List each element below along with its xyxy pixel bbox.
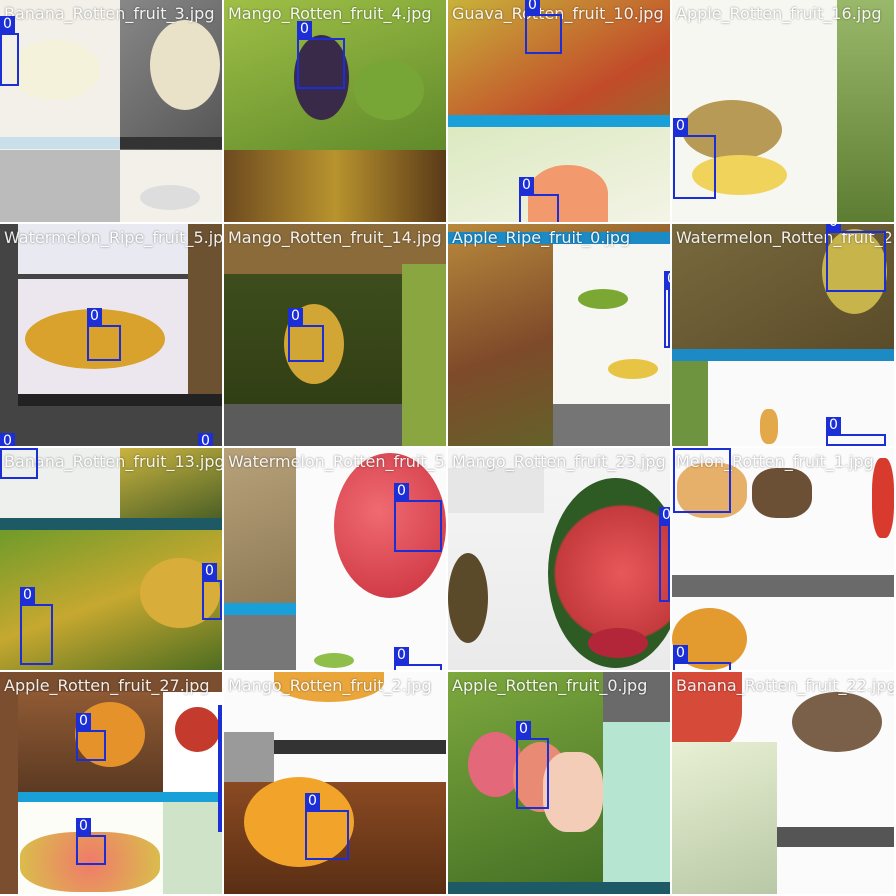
class-label: 0 (673, 645, 688, 662)
bounding-box: 0 (20, 587, 53, 665)
image-tile: Mango_Rotten_fruit_23.jpg 0 (448, 448, 670, 670)
bounding-box: 0 (519, 177, 559, 222)
image-tile: Watermelon_Rotten_fruit_5.jpg 0 0 (224, 448, 446, 670)
class-label: 0 (198, 433, 213, 446)
bounding-box: 0 (0, 16, 19, 86)
tile-filename: Mango_Rotten_fruit_14.jpg (228, 228, 442, 247)
class-label: 0 (305, 793, 320, 810)
image-tile: Watermelon_Ripe_fruit_5.jpg 0 0 0 (0, 224, 222, 446)
bounding-box: 0 (673, 448, 731, 513)
bounding-box: 0 (202, 563, 222, 620)
tile-filename: Watermelon_Ripe_fruit_5.jpg (4, 228, 222, 247)
tile-filename: Mango_Rotten_fruit_2.jpg (228, 676, 432, 695)
bounding-box: 0 (76, 818, 106, 865)
image-tile: Banana_Rotten_fruit_3.jpg 0 (0, 0, 222, 222)
class-label: 0 (664, 271, 670, 288)
bounding-box: 0 (305, 793, 349, 860)
image-tile: Apple_Ripe_fruit_0.jpg 0 (448, 224, 670, 446)
bounding-box: 0 (826, 224, 886, 292)
image-tile: Melon_Rotten_fruit_1.jpg 0 0 (672, 448, 894, 670)
image-tile: Mango_Rotten_fruit_14.jpg 0 (224, 224, 446, 446)
bounding-box: 0 (525, 0, 562, 54)
class-label: 0 (76, 713, 91, 730)
class-label: 0 (525, 0, 540, 14)
image-tile: Guava_Rotten_fruit_10.jpg 0 0 (448, 0, 670, 222)
class-label: 0 (0, 433, 15, 446)
tile-filename: Watermelon_Rotten_fruit_5.jpg (228, 452, 446, 471)
bounding-box: 0 (394, 483, 442, 552)
class-label: 0 (673, 118, 688, 135)
class-label: 0 (516, 721, 531, 738)
tile-filename: Banana_Rotten_fruit_22.jpg (676, 676, 894, 695)
class-label: 0 (20, 587, 35, 604)
tile-filename: Apple_Rotten_fruit_0.jpg (452, 676, 648, 695)
tile-filename: Apple_Ripe_fruit_0.jpg (452, 228, 631, 247)
class-label: 0 (0, 16, 15, 33)
image-tile: Apple_Rotten_fruit_27.jpg 0 0 0 (0, 672, 222, 894)
class-label: 0 (202, 563, 217, 580)
tile-filename: Apple_Rotten_fruit_27.jpg (4, 676, 210, 695)
image-tile: Mango_Rotten_fruit_4.jpg 0 (224, 0, 446, 222)
bounding-box: 0 (516, 721, 549, 809)
bounding-box: 0 (297, 21, 345, 89)
bounding-box: 0 (394, 647, 442, 670)
tile-filename: Banana_Rotten_fruit_3.jpg (4, 4, 215, 23)
tile-filename: Mango_Rotten_fruit_23.jpg (452, 452, 666, 471)
class-label: 0 (76, 818, 91, 835)
class-label: 0 (519, 177, 534, 194)
image-tile: Watermelon_Rotten_fruit_2.jpg 0 0 (672, 224, 894, 446)
class-label: 0 (297, 21, 312, 38)
tile-filename: Banana_Rotten_fruit_13.jpg (4, 452, 222, 471)
class-label: 0 (394, 483, 409, 500)
bounding-box: 0 (659, 507, 670, 602)
image-tile: Apple_Rotten_fruit_0.jpg 0 (448, 672, 670, 894)
class-label: 0 (87, 308, 102, 325)
image-tile: Banana_Rotten_fruit_13.jpg 0 0 0 (0, 448, 222, 670)
class-label: 0 (394, 647, 409, 664)
image-tile: Mango_Rotten_fruit_2.jpg 0 (224, 672, 446, 894)
image-tile: Apple_Rotten_fruit_16.jpg 0 (672, 0, 894, 222)
bounding-box: 0 (288, 308, 324, 362)
bounding-box: 0 (0, 448, 38, 479)
bounding-box: 0 (673, 645, 731, 670)
class-label: 0 (659, 507, 670, 524)
tile-filename: Guava_Rotten_fruit_10.jpg (452, 4, 664, 23)
tile-filename: Melon_Rotten_fruit_1.jpg (676, 452, 874, 471)
class-label: 0 (826, 224, 841, 231)
bounding-box: 0 (826, 417, 886, 446)
bounding-box: 0 (218, 705, 222, 832)
bounding-box: 0 (664, 271, 670, 348)
tile-filename: Mango_Rotten_fruit_4.jpg (228, 4, 432, 23)
class-label: 0 (288, 308, 303, 325)
class-label: 0 (218, 705, 222, 722)
bounding-box: 0 (673, 118, 716, 199)
image-tile: Banana_Rotten_fruit_22.jpg (672, 672, 894, 894)
bounding-box: 0 (76, 713, 106, 761)
class-label: 0 (826, 417, 841, 434)
bounding-box: 0 (87, 308, 121, 361)
tile-filename: Apple_Rotten_fruit_16.jpg (676, 4, 882, 23)
